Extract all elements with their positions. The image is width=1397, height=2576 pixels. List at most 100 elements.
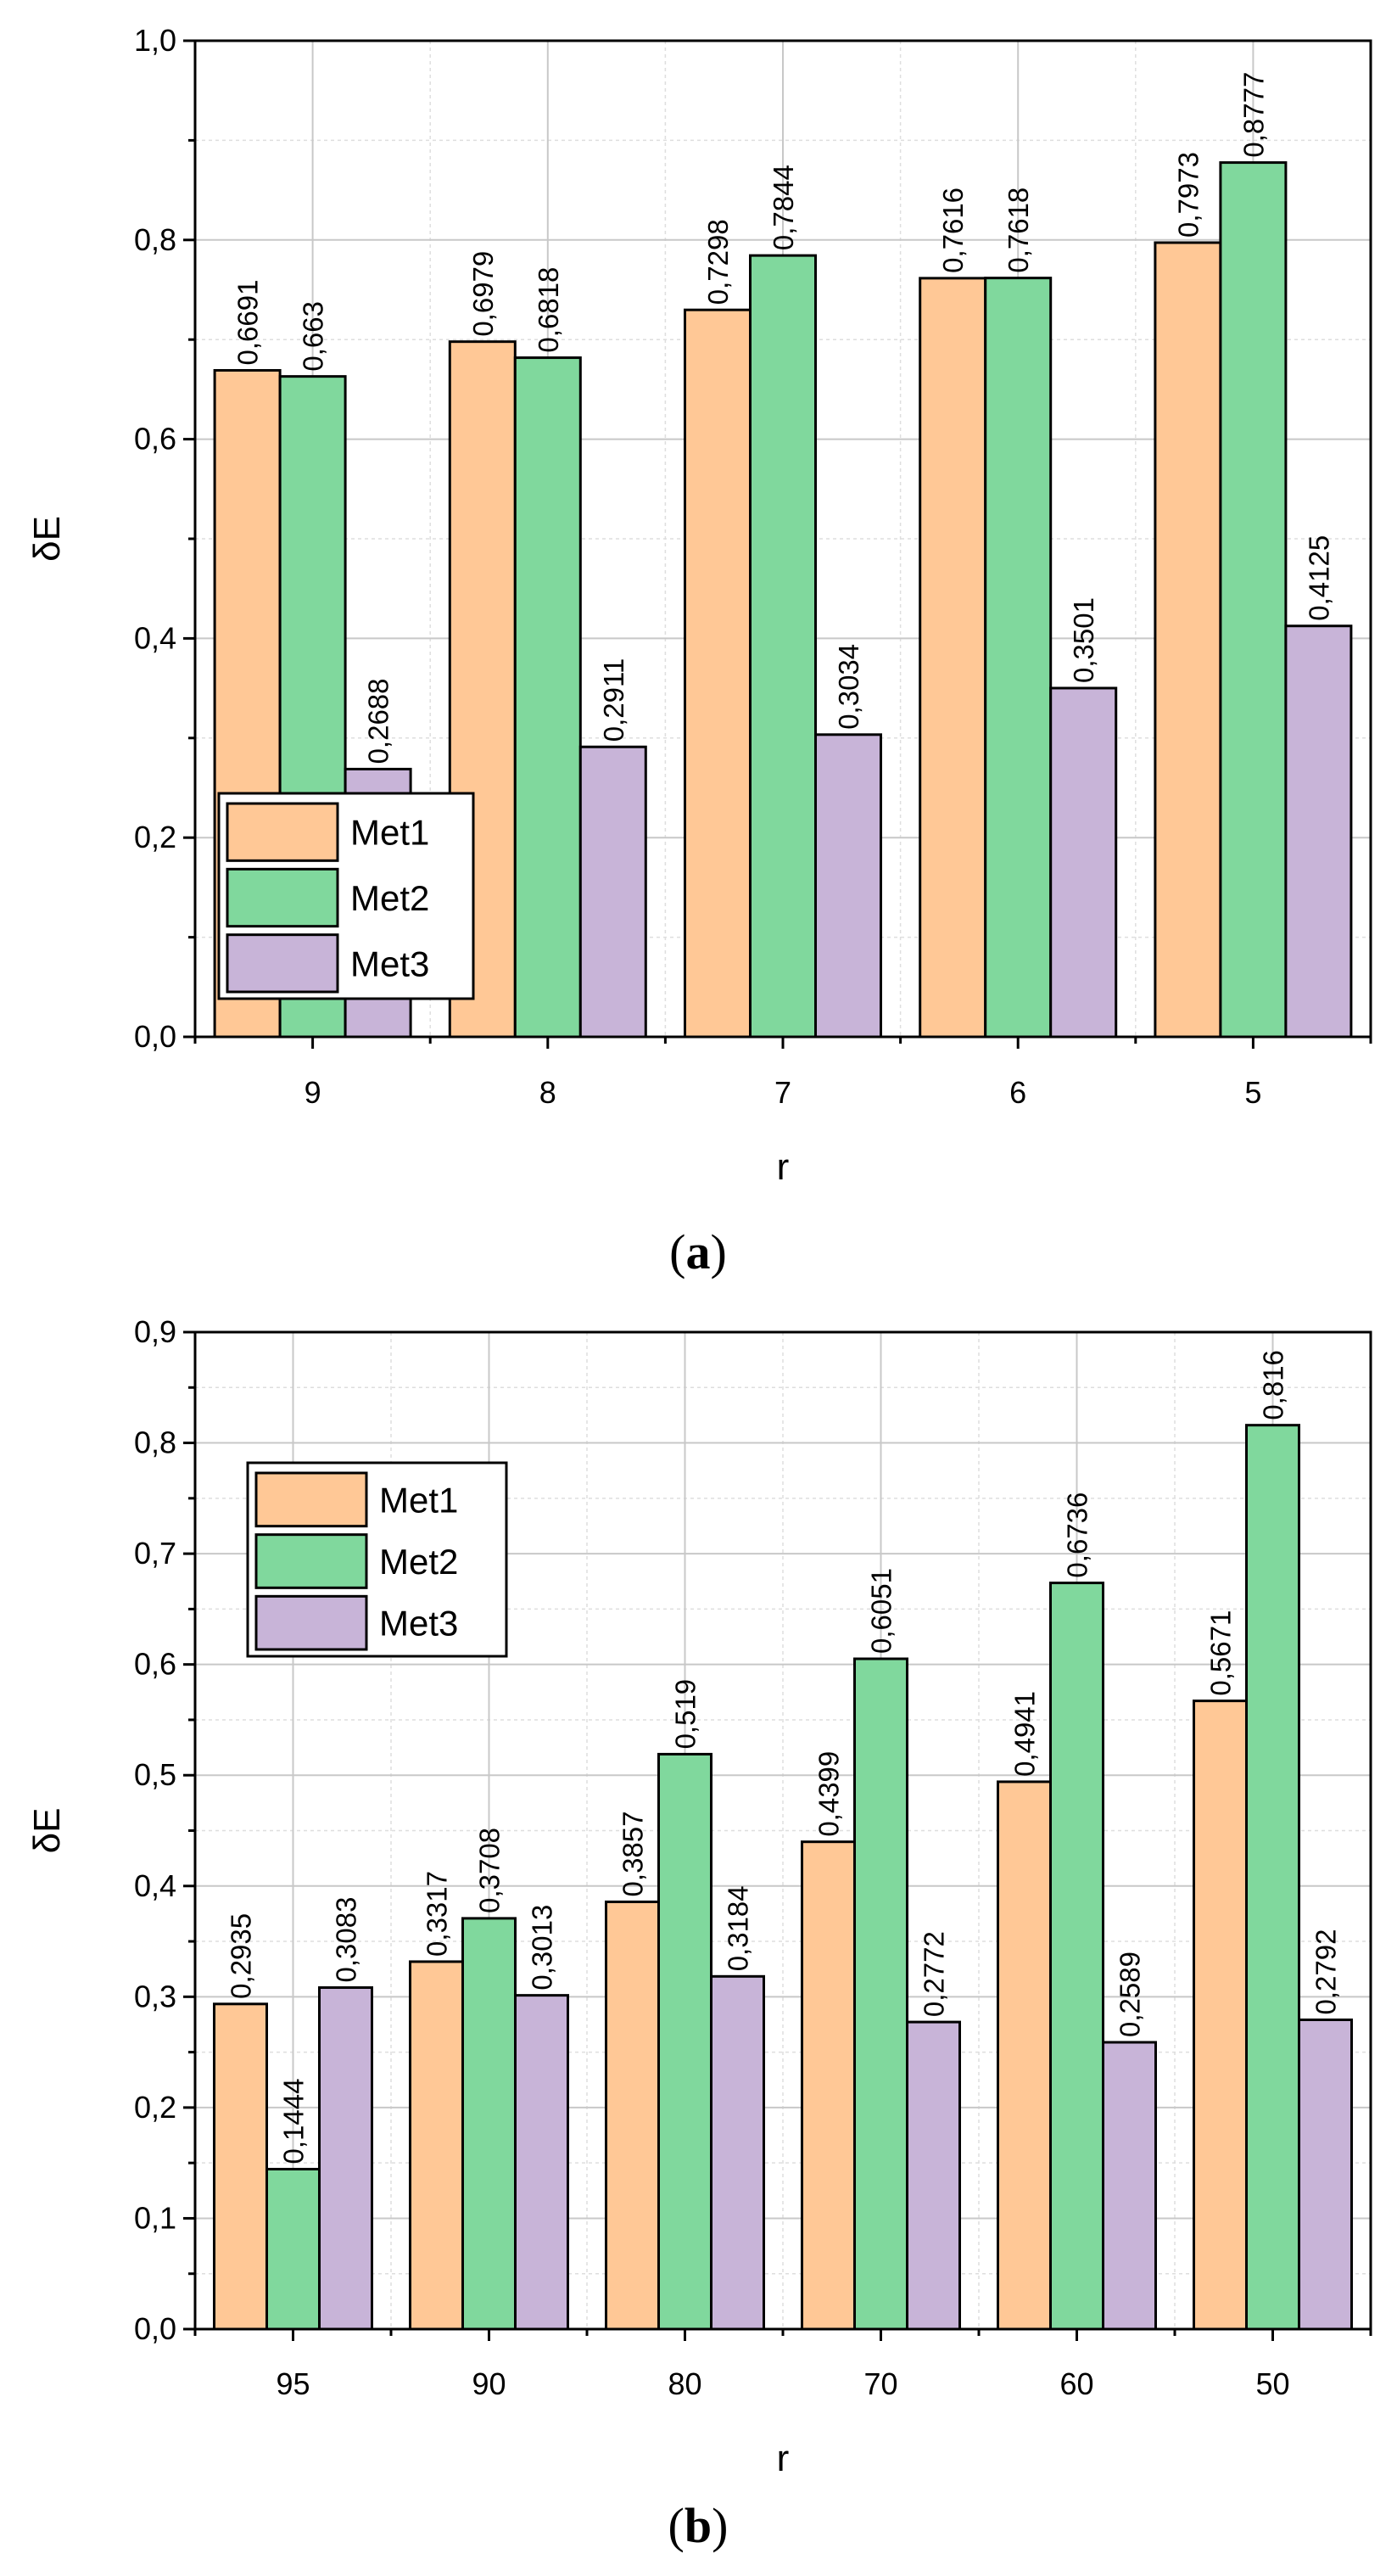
data-label: 0,3184	[723, 1885, 754, 1971]
panel-label-part: )	[712, 2498, 728, 2553]
legend-swatch-met2	[226, 867, 339, 928]
data-label: 0,4125	[1303, 535, 1334, 621]
y-tick-label: 0,2	[134, 2090, 176, 2125]
data-label: 0,2688	[363, 678, 394, 764]
bar-met1	[213, 2002, 268, 2331]
x-tick-label: 80	[668, 2366, 701, 2401]
x-tick-label: 60	[1059, 2366, 1093, 2401]
y-tick-label: 0,5	[134, 1757, 176, 1792]
y-tick-label: 0,6	[134, 1647, 176, 1682]
x-tick-label: 90	[472, 2366, 506, 2401]
y-tick-label: 0,7	[134, 1536, 176, 1571]
bar-met2	[853, 1657, 908, 2331]
data-label: 0,663	[298, 301, 329, 372]
y-tick-label: 0,4	[134, 1868, 176, 1903]
legend: Met1 Met2 Met3	[217, 792, 475, 1000]
legend-swatch-met1	[226, 802, 339, 862]
y-tick-label: 0,3	[134, 1979, 176, 2013]
bar-met2	[749, 254, 817, 1039]
legend-label: Met2	[379, 1542, 458, 1582]
bar-met1	[409, 1960, 464, 2331]
legend-swatch-met2	[254, 1533, 368, 1589]
panel-label-part: (	[669, 1224, 685, 1280]
x-tick-label: 5	[1244, 1075, 1261, 1110]
chart-panel-b: 0,2935 0,3317 0,3857 0,4399 0,4941 0,5671 0,14…	[26, 1314, 1372, 2553]
bar-met2	[265, 2167, 321, 2331]
bar-met3	[578, 745, 647, 1039]
x-axis-title: r	[777, 2438, 790, 2479]
bar-met2	[513, 356, 582, 1039]
bar-met3	[1102, 2041, 1157, 2331]
x-tick-label: 8	[539, 1075, 556, 1110]
x-axis-title: r	[777, 1146, 790, 1188]
legend-swatch-met1	[254, 1471, 368, 1528]
bar-met1	[997, 1780, 1052, 2331]
panel-label-part: a	[686, 1224, 711, 1280]
data-label: 0,6051	[866, 1568, 897, 1654]
bar-met3	[1284, 624, 1353, 1039]
y-tick-label: 0,8	[134, 222, 176, 257]
bar-met3	[1049, 686, 1118, 1039]
y-tick-label: 0,1	[134, 2200, 176, 2235]
panel-label: (b)	[668, 2498, 729, 2553]
legend-label: Met3	[350, 944, 429, 983]
data-label: 0,7298	[702, 219, 734, 305]
legend: Met1 Met2 Met3	[246, 1461, 508, 1658]
data-label: 0,7973	[1172, 152, 1204, 238]
data-label: 0,6691	[232, 280, 264, 366]
y-tick-label: 0,4	[134, 620, 176, 655]
legend-label: Met1	[379, 1480, 458, 1520]
panel-label-part: )	[711, 1224, 727, 1280]
y-tick-label: 1,0	[134, 23, 176, 58]
bar-met2	[1245, 1424, 1300, 2331]
y-tick-label: 0,0	[134, 1019, 176, 1054]
data-label: 0,4941	[1009, 1691, 1041, 1777]
data-label: 0,816	[1258, 1350, 1289, 1420]
data-label: 0,3857	[617, 1812, 649, 1897]
bar-met1	[919, 277, 987, 1039]
x-tick-label: 50	[1255, 2366, 1289, 2401]
legend-swatch-met3	[226, 933, 339, 994]
bar-met2	[1049, 1582, 1104, 2331]
y-tick-label: 0,8	[134, 1425, 176, 1460]
data-label: 0,1444	[278, 2079, 310, 2164]
data-label: 0,3013	[527, 1905, 558, 1991]
x-tick-label: 6	[1009, 1075, 1026, 1110]
data-label: 0,5671	[1205, 1610, 1237, 1696]
bar-met3	[318, 1985, 373, 2331]
y-axis-title: δE	[26, 516, 68, 562]
legend-label: Met3	[379, 1604, 458, 1644]
data-label: 0,7618	[1003, 188, 1034, 273]
y-axis-title: δE	[26, 1808, 68, 1854]
data-label: 0,7844	[768, 165, 799, 250]
bar-met3	[814, 733, 882, 1039]
bar-met3	[1298, 2018, 1353, 2331]
y-tick-label: 0,2	[134, 820, 176, 854]
data-label: 0,3034	[833, 644, 864, 730]
data-label: 0,8777	[1238, 72, 1269, 158]
data-label: 0,2772	[919, 1931, 950, 2017]
y-tick-label: 0,9	[134, 1314, 176, 1349]
legend-swatch-met3	[254, 1594, 368, 1651]
bar-met2	[657, 1752, 712, 2331]
data-label: 0,6818	[533, 267, 564, 353]
data-label: 0,2911	[598, 658, 629, 742]
bar-met2	[1219, 161, 1288, 1039]
data-label: 0,2792	[1310, 1929, 1342, 2015]
bar-met1	[1193, 1700, 1248, 2331]
data-label: 0,519	[670, 1679, 701, 1750]
x-tick-label: 70	[863, 2366, 897, 2401]
data-label: 0,3317	[422, 1871, 453, 1957]
bar-met1	[1154, 241, 1222, 1039]
data-label: 0,3501	[1068, 597, 1099, 683]
panel-label: (a)	[669, 1224, 727, 1280]
data-label: 0,4399	[813, 1751, 845, 1837]
bar-met1	[605, 1900, 660, 2331]
panel-label-part: b	[685, 2498, 712, 2553]
legend-label: Met1	[350, 813, 429, 853]
y-tick-label: 0,6	[134, 422, 176, 456]
bar-met1	[801, 1840, 856, 2331]
legend-label: Met2	[350, 878, 429, 918]
data-label: 0,3083	[331, 1897, 362, 1983]
